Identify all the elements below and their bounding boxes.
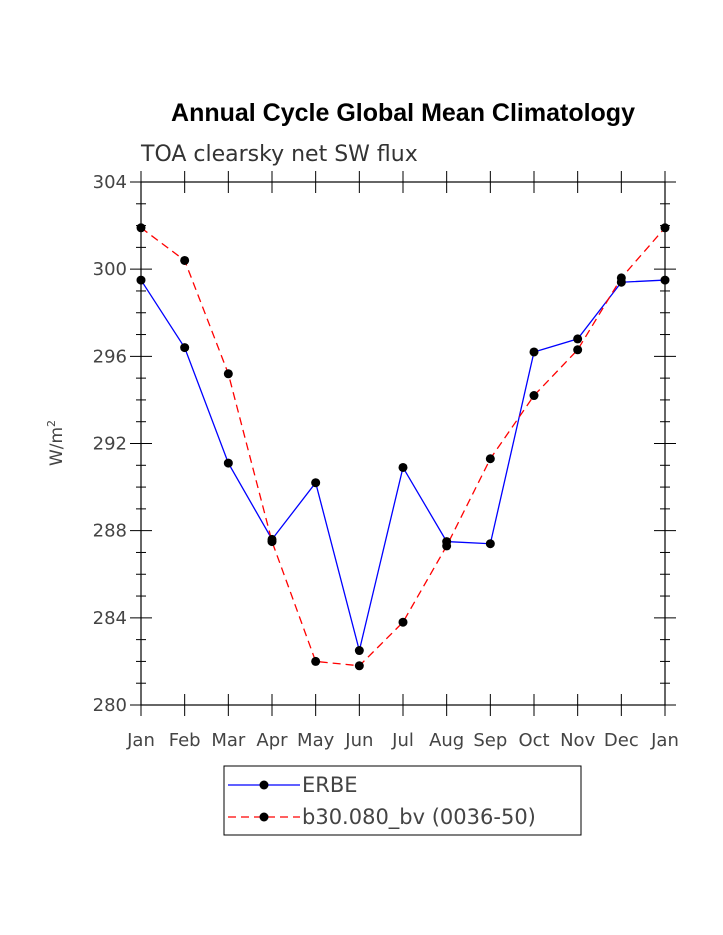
series-0-point	[354, 646, 364, 656]
x-tick-label: Nov	[560, 730, 595, 751]
series-0-point	[311, 478, 321, 488]
x-tick-label: Mar	[211, 730, 246, 751]
series-0-point	[136, 275, 146, 285]
axis-ticks	[130, 171, 676, 716]
chart-title: Annual Cycle Global Mean Climatology	[171, 99, 635, 127]
y-tick-label: 288	[93, 521, 127, 542]
x-tick-label: Jan	[650, 730, 679, 751]
series-1-point	[616, 273, 626, 283]
series-line-1	[140, 227, 666, 667]
y-tick-label: 296	[93, 346, 127, 367]
series-1-point	[311, 656, 321, 666]
x-tick-label: Sep	[473, 730, 507, 751]
legend: ERBE b30.080_bv (0036-50)	[223, 765, 582, 836]
series-0-point	[223, 458, 233, 468]
y-axis-label-superscript: 2	[45, 420, 58, 427]
series-0-point	[485, 539, 495, 549]
y-tick-label: 280	[93, 695, 127, 716]
legend-label-erbe: ERBE	[302, 773, 358, 797]
series-1-point	[136, 223, 146, 233]
series-1-point	[485, 454, 495, 464]
y-tick-label: 304	[93, 172, 127, 193]
series-0-point	[660, 275, 670, 285]
series-0-point	[573, 334, 583, 344]
series-1-point	[398, 617, 408, 627]
x-tick-label: Aug	[429, 730, 464, 751]
series-0-point	[529, 347, 539, 357]
y-axis-label-text: W/m	[47, 427, 67, 466]
x-tick-label: Jun	[344, 730, 373, 751]
series-1-point	[573, 345, 583, 355]
x-tick-label: May	[297, 730, 335, 751]
series-layer	[136, 223, 670, 671]
x-tick-label: Oct	[518, 730, 549, 751]
series-0-point	[180, 343, 190, 353]
y-tick-label: 300	[93, 259, 127, 280]
x-tick-label: Feb	[169, 730, 201, 751]
legend-label-model: b30.080_bv (0036-50)	[302, 805, 536, 830]
series-1-point	[180, 255, 190, 265]
legend-marker-model	[259, 812, 269, 822]
x-tick-label: Jul	[391, 730, 414, 751]
series-0-point	[398, 462, 408, 472]
x-tick-label: Jan	[126, 730, 155, 751]
series-1-point	[354, 661, 364, 671]
x-tick-label: Dec	[604, 730, 639, 751]
legend-box	[223, 765, 582, 836]
series-1-point	[442, 541, 452, 551]
series-1-point	[529, 391, 539, 401]
chart-subtitle: TOA clearsky net SW flux	[140, 142, 418, 167]
y-tick-labels: 280 284 288 292 296 300 304	[93, 172, 127, 716]
y-tick-label: 292	[93, 434, 127, 455]
x-tick-label: Apr	[256, 730, 288, 751]
y-axis-label: W/m2	[45, 420, 67, 466]
y-tick-label: 284	[93, 608, 127, 629]
legend-marker-erbe	[259, 780, 269, 790]
series-1-point	[660, 223, 670, 233]
series-1-point	[223, 369, 233, 379]
x-tick-labels: Jan Feb Mar Apr May Jun Jul Aug Sep Oct Nov Dec Jan	[126, 730, 679, 751]
series-1-point	[267, 537, 277, 547]
